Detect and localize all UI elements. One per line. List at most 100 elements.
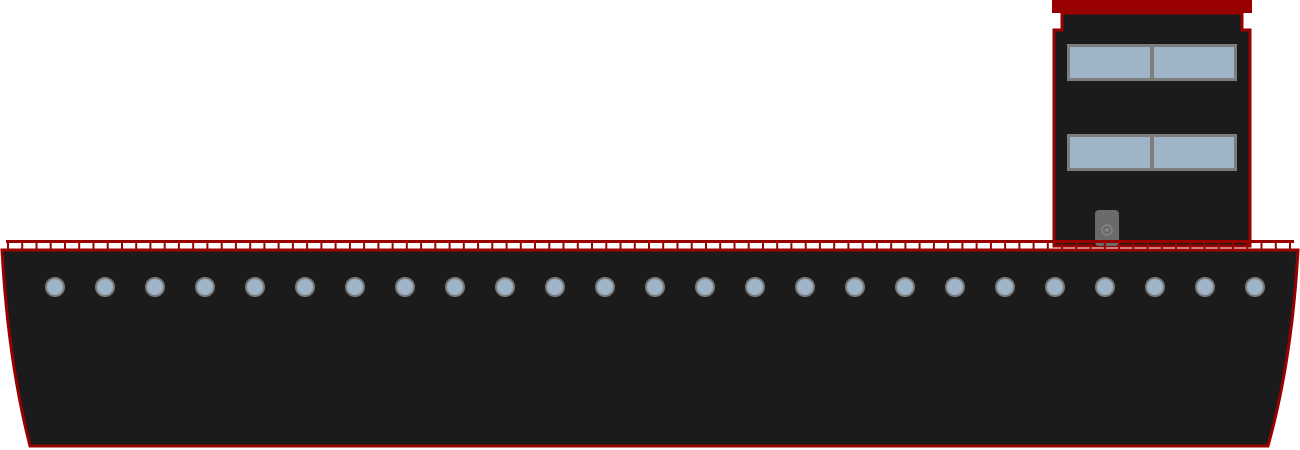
railing-post (64, 242, 66, 250)
railing-post (762, 242, 764, 250)
railing-post (377, 242, 380, 250)
railing-post (690, 242, 693, 250)
gear-icon-center (1105, 228, 1109, 232)
railing-post (477, 242, 480, 250)
railing-post (1160, 242, 1163, 250)
railing-post (1118, 242, 1121, 250)
railing-post (1061, 242, 1064, 250)
tower-roof (1052, 0, 1252, 13)
tower-hatch (1095, 210, 1119, 246)
railing-post (975, 242, 978, 250)
railing-post (1203, 242, 1206, 250)
railing-post (519, 242, 522, 250)
railing-post (818, 242, 821, 250)
railing-post (448, 242, 451, 250)
tower-window-row-upper (1067, 44, 1237, 81)
railing-post (1046, 242, 1049, 250)
railing-post (961, 242, 964, 250)
railing-post (1132, 242, 1135, 250)
porthole (345, 277, 365, 297)
railing-post (177, 242, 180, 250)
railing-post (291, 242, 294, 250)
railing-post (875, 242, 878, 250)
porthole (695, 277, 715, 297)
railing-post (21, 242, 24, 250)
railing-post (121, 242, 123, 250)
porthole (595, 277, 615, 297)
railing-post (676, 242, 679, 250)
railing-post (1032, 242, 1035, 250)
railing-post (420, 242, 423, 250)
railing-top-bar (6, 240, 1294, 243)
railing-post (776, 242, 779, 250)
railing-post (947, 242, 950, 250)
railing-post (1232, 242, 1234, 250)
railing-post (505, 242, 508, 250)
railing-post (591, 242, 593, 250)
railing-post (220, 242, 223, 250)
porthole (845, 277, 865, 297)
railing-post (348, 242, 351, 250)
porthole-row (45, 277, 1265, 297)
railing-post (1175, 242, 1177, 250)
railing-post (719, 242, 722, 250)
railing-post (1260, 242, 1263, 250)
bridge-tower (1052, 0, 1252, 248)
railing-post (605, 242, 608, 250)
porthole (745, 277, 765, 297)
railing-post (904, 242, 907, 250)
porthole (645, 277, 665, 297)
railing-post (576, 242, 579, 250)
railing-post (1146, 242, 1149, 250)
window-pane (1154, 47, 1234, 78)
railing-post (1217, 242, 1220, 250)
railing-post (1075, 242, 1078, 250)
railing-post (78, 242, 81, 250)
hatch-door (1095, 210, 1119, 246)
porthole (545, 277, 565, 297)
railing-post (918, 242, 921, 250)
porthole (145, 277, 165, 297)
porthole (795, 277, 815, 297)
railing-post (747, 242, 750, 250)
railing-post (633, 242, 636, 250)
porthole (195, 277, 215, 297)
railing-post (648, 242, 650, 250)
gear-icon (1101, 224, 1113, 236)
railing-post (135, 242, 138, 250)
railing-post (1018, 242, 1021, 250)
porthole (945, 277, 965, 297)
railing-post (1004, 242, 1007, 250)
railing-post (7, 242, 9, 250)
railing-post (1274, 242, 1277, 250)
porthole (1095, 277, 1115, 297)
railing-post (790, 242, 793, 250)
porthole (45, 277, 65, 297)
railing-post (234, 242, 237, 250)
railing-post (92, 242, 95, 250)
railing-post (534, 242, 536, 250)
window-pane (1070, 137, 1150, 168)
railing-post (334, 242, 337, 250)
railing-post (405, 242, 408, 250)
railing-post (1289, 242, 1291, 250)
railing-post (462, 242, 465, 250)
porthole (1145, 277, 1165, 297)
railing-post (49, 242, 52, 250)
porthole (95, 277, 115, 297)
railing-post (989, 242, 992, 250)
porthole (445, 277, 465, 297)
railing-post (35, 242, 38, 250)
railing-post (890, 242, 893, 250)
railing-post (206, 242, 209, 250)
railing-post (391, 242, 394, 250)
railing-post (306, 242, 309, 250)
porthole (1045, 277, 1065, 297)
railing-post (548, 242, 551, 250)
railing-post (491, 242, 494, 250)
railing-post (932, 242, 935, 250)
window-pane (1154, 137, 1234, 168)
porthole (995, 277, 1015, 297)
railing-post (861, 242, 864, 250)
